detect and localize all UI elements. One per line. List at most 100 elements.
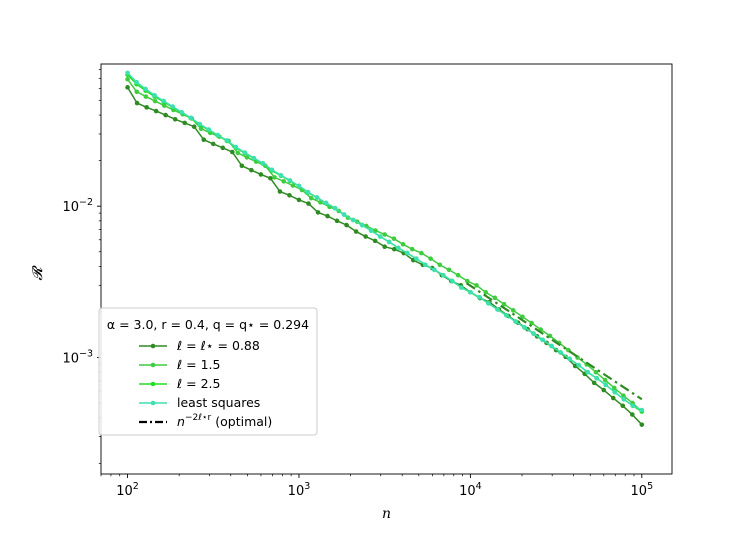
data-point [125,85,130,90]
legend-entry: n−2ℓ⋆r (optimal) [139,413,272,429]
series-5 [465,282,643,401]
data-point [334,218,340,224]
data-point [332,205,338,211]
data-point [198,126,204,132]
data-point [363,234,368,239]
data-point [601,387,607,393]
data-point [391,236,397,241]
data-point [220,145,226,151]
data-point [197,121,203,127]
data-point [603,382,609,388]
data-point [278,173,284,178]
data-point [531,331,536,336]
data-point [308,195,314,201]
data-point [621,396,627,402]
data-point [163,112,168,118]
data-point [179,109,184,115]
legend-entry: ℓ = ℓ⋆ = 0.88 [139,338,260,353]
data-point [325,213,330,219]
data-point [501,301,507,307]
data-point [134,100,140,106]
data-point [549,343,554,349]
x-tick-label: 102 [116,481,139,499]
x-tick-label: 104 [459,481,482,499]
data-point [224,138,230,143]
data-point [125,70,130,76]
data-point [437,262,443,268]
data-point [296,197,302,203]
data-point [585,369,590,375]
data-point [477,295,482,300]
legend-label: least squares [177,395,260,410]
data-point [353,229,359,234]
legend-title: α = 3.0, r = 0.4, q = q⋆ = 0.294 [107,317,309,332]
data-point [134,89,140,95]
data-point [400,242,406,247]
data-point [172,117,178,122]
data-point [350,217,356,223]
data-point [386,239,392,245]
data-point [182,120,187,126]
data-point [269,167,275,173]
data-point [305,189,311,195]
data-point [492,295,498,301]
data-point [612,389,618,395]
data-point [465,278,470,284]
data-point [373,228,378,233]
data-point [395,245,401,251]
legend-label: ℓ = 2.5 [176,376,220,391]
legend-entry: ℓ = 1.5 [139,357,220,372]
legend-marker [150,381,156,387]
series-line [465,282,643,401]
x-tick-label: 105 [631,481,654,499]
data-point [296,183,302,189]
data-point [341,212,347,217]
legend-entry: ℓ = 2.5 [139,376,220,391]
data-point [382,232,387,237]
data-point [446,267,452,273]
data-point [143,86,148,92]
data-point [377,234,383,239]
data-point [287,178,293,183]
series-line [127,72,643,411]
legend-label: ℓ = ℓ⋆ = 0.88 [176,338,260,353]
data-point [576,362,581,368]
data-point [630,403,636,409]
y-tick-label: 10−3 [62,349,93,367]
data-point [268,175,273,181]
data-point [125,76,130,82]
data-point [510,308,516,313]
data-point [459,285,464,290]
data-point [432,267,437,273]
data-point [593,369,599,375]
data-point [620,403,626,409]
axes-layer: 102 103 104 105 10−3 10−2 n 𝓡 [30,63,673,522]
data-point [522,325,527,330]
data-point [428,256,433,261]
data-point [639,407,645,413]
data-point [486,301,491,306]
data-point [611,385,617,391]
data-point [610,395,616,401]
data-point [215,132,221,138]
data-point [572,363,578,369]
data-point [422,262,428,268]
data-point [474,283,479,288]
data-point [251,155,257,161]
data-point [495,307,500,312]
data-point [201,137,207,142]
data-point [153,108,159,114]
data-point [359,222,365,228]
data-point [344,222,349,228]
data-point [318,200,323,205]
legend-marker [150,400,156,406]
data-point [455,272,461,278]
legend-marker [150,343,156,349]
data-point [249,167,254,173]
data-point [260,161,266,166]
data-point [404,250,410,256]
data-point [441,272,446,278]
data-point [233,144,239,150]
data-point [372,238,378,244]
